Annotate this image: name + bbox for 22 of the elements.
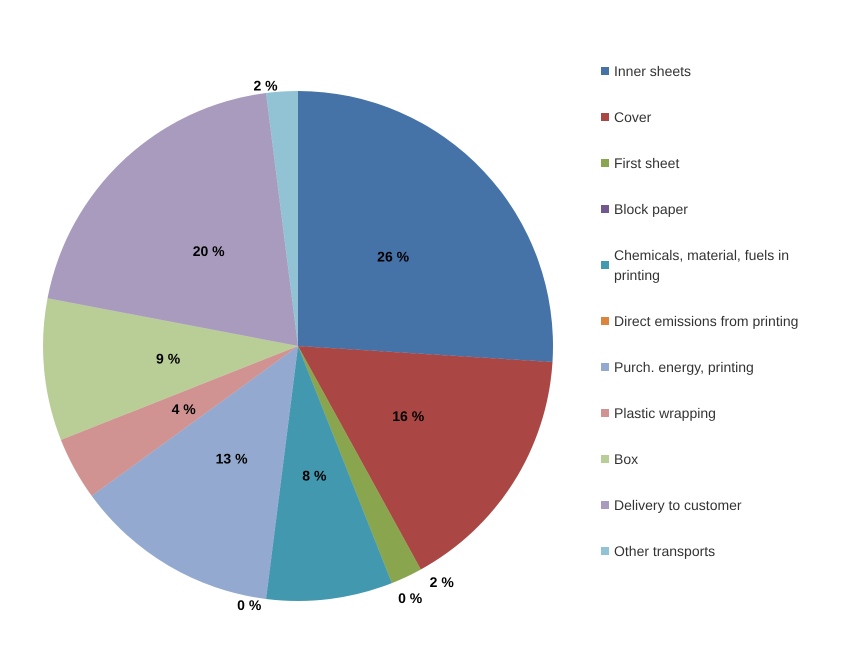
data-label: 20 %: [192, 242, 226, 259]
legend-label: Cover: [614, 109, 652, 125]
legend-label: First sheet: [614, 155, 680, 171]
legend-label: Direct emissions from printing: [614, 313, 798, 329]
data-label: 2 %: [430, 574, 454, 590]
legend-label: Block paper: [614, 201, 688, 217]
legend-label: Delivery to customer: [614, 497, 742, 513]
data-label: 26 %: [377, 248, 410, 265]
text: 0 %: [398, 590, 422, 606]
legend-label: Box: [614, 451, 638, 467]
legend-label: Other transports: [614, 543, 716, 559]
legend-label: Inner sheets: [614, 63, 692, 79]
text: 0 %: [237, 596, 262, 613]
data-label: 13 %: [216, 450, 248, 466]
data-label: 2 %: [253, 78, 278, 94]
data-label: 8 %: [302, 467, 327, 484]
legend-label: Plastic wrapping: [614, 405, 716, 421]
legend-label: Chemicals, material, fuels in printing: [614, 247, 793, 283]
data-label: 9 %: [156, 350, 181, 366]
data-label: 4 %: [172, 400, 196, 417]
legend-label: Purch. energy, printing: [614, 359, 754, 375]
data-label: 16 %: [392, 408, 425, 424]
